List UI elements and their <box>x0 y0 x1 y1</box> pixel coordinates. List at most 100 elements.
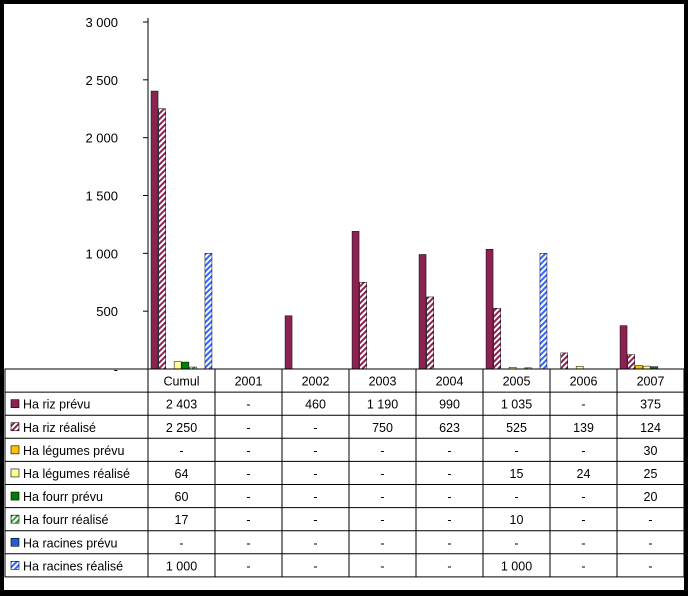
bar <box>351 231 360 370</box>
bar <box>493 308 501 370</box>
data-table-cell: 24 <box>577 467 591 481</box>
data-table-cell: - <box>581 513 585 527</box>
legend-swatch <box>10 561 20 570</box>
category-label: 2001 <box>235 375 263 389</box>
category-label: 2006 <box>570 375 598 389</box>
bar <box>284 315 293 370</box>
data-table-cell: 1 190 <box>367 398 398 412</box>
data-table-cell: - <box>514 536 518 550</box>
legend-label: Ha riz réalisé <box>23 421 96 435</box>
data-table-cell: - <box>581 559 585 573</box>
data-table-cell: - <box>581 536 585 550</box>
y-tick-label: 1 500 <box>85 189 118 204</box>
category-label: 2005 <box>503 375 531 389</box>
bar <box>627 354 635 370</box>
data-table-cell: - <box>648 536 652 550</box>
data-table-cell: - <box>246 490 250 504</box>
category-label: 2007 <box>637 375 665 389</box>
legend-swatch <box>10 491 20 501</box>
data-table-cell: - <box>313 421 317 435</box>
data-table-cell: - <box>648 513 652 527</box>
legend-label: Ha légumes réalisé <box>23 467 130 481</box>
data-table-cell: - <box>581 444 585 458</box>
data-table-cell: - <box>581 398 585 412</box>
data-table-cell: - <box>179 444 183 458</box>
data-table-cell: 64 <box>175 467 189 481</box>
category-label: 2004 <box>436 375 464 389</box>
data-table-cell: 17 <box>175 513 189 527</box>
data-table-cell: - <box>447 444 451 458</box>
data-table-cell: 1 035 <box>501 398 532 412</box>
bar <box>150 90 159 370</box>
data-table-cell: - <box>581 490 585 504</box>
legend-label: Ha racines réalisé <box>23 559 123 573</box>
data-table-cell: - <box>380 467 384 481</box>
data-table-cell: 460 <box>305 398 326 412</box>
legend-swatch <box>10 537 20 547</box>
data-table-cell: - <box>380 490 384 504</box>
data-table-cell: - <box>313 490 317 504</box>
data-table-cell: 2 250 <box>166 421 197 435</box>
data-table-cell: - <box>447 513 451 527</box>
data-table-cell: 124 <box>640 421 661 435</box>
legend-label: Ha légumes prévu <box>23 444 124 458</box>
data-table-cell: 20 <box>644 490 658 504</box>
legend-label: Ha riz prévu <box>23 398 90 412</box>
y-tick-label: 2 500 <box>85 73 118 88</box>
data-table-cell: - <box>514 490 518 504</box>
data-table-cell: - <box>380 536 384 550</box>
bar <box>418 254 427 370</box>
category-label: 2003 <box>369 375 397 389</box>
data-table-cell: 139 <box>573 421 594 435</box>
data-table-cell: - <box>246 444 250 458</box>
data-table-cell: 15 <box>510 467 524 481</box>
data-table-cell: - <box>179 536 183 550</box>
category-label: Cumul <box>163 375 199 389</box>
data-table-cell: - <box>313 513 317 527</box>
legend-label: Ha fourr prévu <box>23 490 103 504</box>
legend-swatch <box>10 422 20 432</box>
legend-label: Ha fourr réalisé <box>23 513 108 527</box>
data-table-cell: - <box>313 559 317 573</box>
data-table-cell: 1 000 <box>501 559 532 573</box>
data-table-cell: - <box>447 467 451 481</box>
y-tick-label: 500 <box>96 304 118 319</box>
bar <box>619 325 628 370</box>
chart-background <box>4 4 684 590</box>
bar <box>204 253 213 370</box>
y-tick-label: 3 000 <box>85 15 118 30</box>
data-table-cell: 990 <box>439 398 460 412</box>
y-tick-label: - <box>114 362 118 377</box>
y-tick-label: 2 000 <box>85 131 118 146</box>
data-table-cell: - <box>380 444 384 458</box>
data-table-cell: - <box>648 559 652 573</box>
legend-swatch <box>10 445 20 455</box>
data-table-cell: 1 000 <box>166 559 197 573</box>
data-table-cell: - <box>313 467 317 481</box>
data-table-cell: 10 <box>510 513 524 527</box>
bar <box>181 361 190 370</box>
data-table-cell: 2 403 <box>166 398 197 412</box>
bar <box>560 352 568 370</box>
bar <box>426 296 434 370</box>
y-tick-label: 1 000 <box>85 246 118 261</box>
data-table-cell: 25 <box>644 467 658 481</box>
data-table-cell: 60 <box>175 490 189 504</box>
data-table-cell: - <box>246 398 250 412</box>
data-table-cell: - <box>313 444 317 458</box>
bar <box>485 249 494 370</box>
data-table-cell: 525 <box>506 421 527 435</box>
data-table-cell: - <box>246 467 250 481</box>
data-table-cell: - <box>246 559 250 573</box>
data-table-cell: - <box>447 536 451 550</box>
data-table-cell: - <box>246 536 250 550</box>
data-table-cell: 30 <box>644 444 658 458</box>
data-table-cell: - <box>514 444 518 458</box>
data-table-cell: - <box>380 513 384 527</box>
bar <box>158 108 166 370</box>
data-table-cell: - <box>246 421 250 435</box>
data-table-cell: 750 <box>372 421 393 435</box>
data-table-cell: - <box>447 559 451 573</box>
bar <box>635 365 643 370</box>
